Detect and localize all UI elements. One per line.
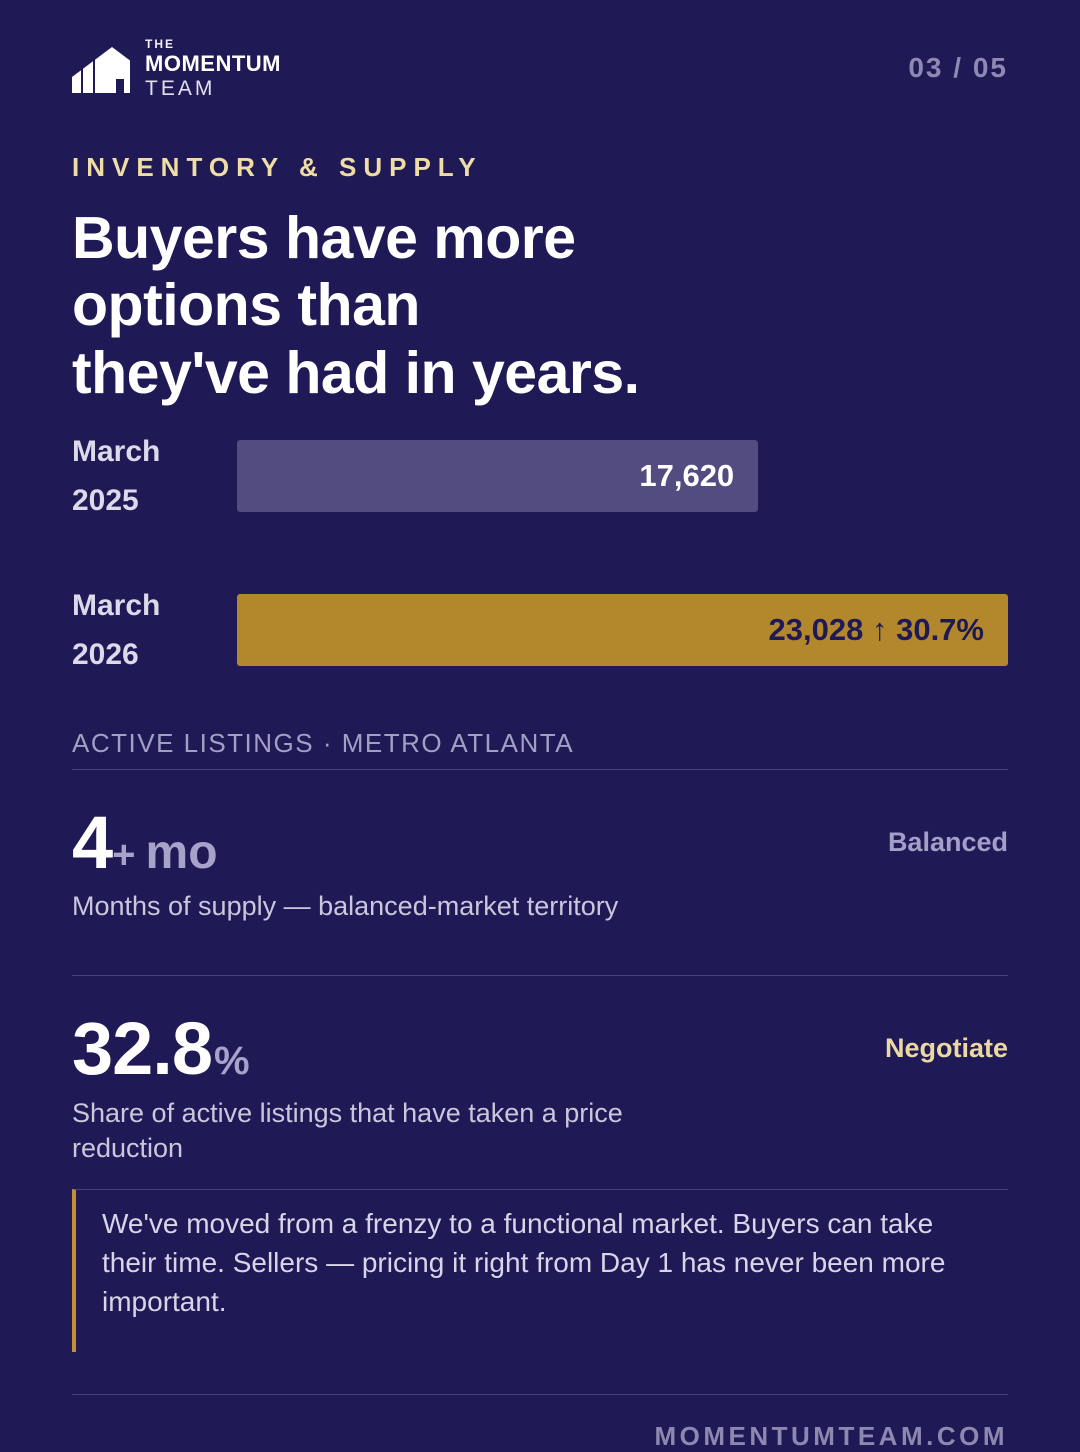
bar-track: 23,028 ↑ 30.7% (237, 594, 1008, 667)
brand-wordmark: THE MOMENTUM TEAM (145, 38, 281, 99)
chart-caption: ACTIVE LISTINGS · METRO ATLANTA (72, 728, 1008, 770)
stat-unit: % (214, 1039, 250, 1084)
bar-category-label: March 2025 (72, 434, 161, 518)
status-badge-balanced: Balanced (887, 827, 1008, 858)
stat-number: 32.8% (72, 1010, 250, 1088)
stat-value: 32.8 (72, 1007, 213, 1091)
stat-value: 4 (72, 800, 113, 884)
bar-value-label: 23,028 ↑ 30.7% (768, 612, 984, 648)
headline: Buyers have more options than they've ha… (72, 205, 640, 406)
stat-number: 4+ mo (72, 800, 218, 884)
eyebrow-label: INVENTORY & SUPPLY (72, 152, 483, 182)
quote-text: We've moved from a frenzy to a functiona… (102, 1208, 946, 1318)
stat-top-row: 32.8% Negotiate (72, 1010, 1008, 1088)
stat-unit: mo (145, 825, 218, 879)
brand-line-the: THE (145, 36, 175, 51)
stat-description: Share of active listings that have taken… (72, 1097, 623, 1164)
brand-logo: THE MOMENTUM TEAM (72, 38, 281, 99)
house-with-rising-bars-icon (72, 43, 130, 93)
stat-top-row: 4+ mo Balanced (72, 800, 1008, 884)
brand-line-momentum: MOMENTUM (145, 50, 281, 76)
status-badge-negotiate: Negotiate (884, 1033, 1008, 1064)
footer-divider (72, 1393, 1008, 1395)
bar-track: 17,620 (237, 440, 1008, 513)
quote-block: We've moved from a frenzy to a functiona… (72, 1189, 1008, 1352)
stat-plus-suffix: + (112, 832, 136, 877)
stat-months-supply: 4+ mo Balanced Months of supply — balance… (72, 800, 1008, 925)
page-indicator: 03 / 05 (908, 52, 1008, 83)
bar-march-2025: 17,620 (237, 440, 759, 513)
bar-chart: March 2025 17,620 March 2026 23,028 ↑ 30… (72, 427, 1008, 770)
bar-value-label: 17,620 (639, 458, 735, 494)
chart-row: March 2026 23,028 ↑ 30.7% (72, 581, 1008, 680)
stat-description: Months of supply — balanced-market terri… (72, 891, 619, 922)
bar-march-2026: 23,028 ↑ 30.7% (237, 594, 1008, 667)
infographic-slide: THE MOMENTUM TEAM 03 / 05 INVENTORY & SU… (72, 38, 1008, 1451)
header: THE MOMENTUM TEAM 03 / 05 (72, 38, 1008, 99)
section-divider (72, 975, 1008, 977)
chart-row: March 2025 17,620 (72, 427, 1008, 526)
stat-price-reduction: 32.8% Negotiate Share of active listings… (72, 1010, 1008, 1167)
website-text: MOMENTUMTEAM.COM (654, 1420, 1008, 1451)
brand-line-team: TEAM (145, 76, 216, 100)
bar-category-label: March 2026 (72, 588, 161, 672)
